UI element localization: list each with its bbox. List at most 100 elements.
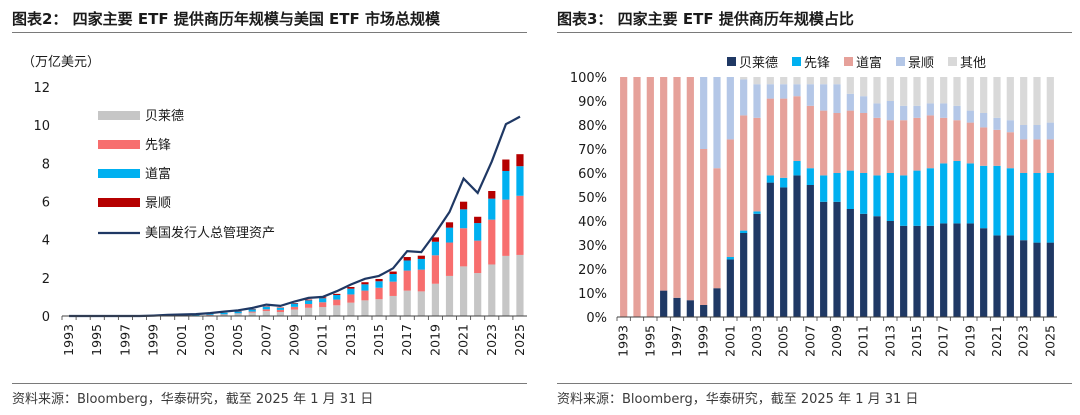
bar-贝莱德-2016 <box>926 225 934 317</box>
x-tick-label-1997: 1997 <box>669 325 684 357</box>
y-tick-label-100pct: 100% <box>570 71 607 86</box>
bar-景顺-2002 <box>740 79 748 116</box>
legend-swatch-其他 <box>948 57 957 66</box>
x-tick-label-2021: 2021 <box>989 325 1004 357</box>
bar-先锋-2006 <box>248 311 256 313</box>
bar-道富-2015 <box>375 281 383 288</box>
bar-道富-2005 <box>234 311 242 314</box>
x-tick-label-1995: 1995 <box>642 325 657 357</box>
x-tick-label-2005: 2005 <box>776 325 791 357</box>
stacked-percent-chart-right: 0% 10% 20% 30% 40% 50% 60% 70% 80% 90% 100% 1993 199… <box>570 55 1058 357</box>
bar-其他-2005 <box>780 77 788 85</box>
bar-景顺-2022 <box>474 216 482 224</box>
bar-景顺-2004 <box>766 84 774 99</box>
bar-景顺-1999 <box>700 77 708 149</box>
bar-先锋-2020 <box>445 242 454 276</box>
bar-道富-2022 <box>1006 132 1014 169</box>
x-tick-label-2015: 2015 <box>371 324 386 356</box>
bar-道富-2003 <box>753 117 761 212</box>
x-tick-label-2011: 2011 <box>315 324 330 356</box>
x-tick-label-2023: 2023 <box>1016 325 1031 357</box>
bar-道富-2022 <box>474 223 482 241</box>
bar-先锋-2014 <box>361 290 369 301</box>
bar-道富-2008 <box>276 307 285 310</box>
bar-贝莱德-2007 <box>262 311 270 316</box>
bar-先锋-2010 <box>304 303 313 308</box>
bar-其他-2006 <box>793 77 801 85</box>
y-axis-unit-label: （万亿美元） <box>22 55 100 70</box>
bar-先锋-2002 <box>740 230 748 233</box>
bar-先锋-2010 <box>846 170 854 209</box>
x-tick-label-2009: 2009 <box>287 324 302 356</box>
bar-先锋-2017 <box>940 163 948 224</box>
bar-道富-2019 <box>966 122 974 164</box>
bar-贝莱德-2001 <box>726 259 734 317</box>
bar-景顺-2012 <box>333 293 341 296</box>
bar-先锋-2024 <box>1033 173 1041 243</box>
source-rule-left <box>12 383 527 384</box>
bar-道富-2017 <box>940 117 948 164</box>
bar-贝莱德-2017 <box>403 290 411 316</box>
bar-道富-2009 <box>833 113 841 173</box>
bar-景顺-2010 <box>846 93 854 111</box>
bar-景顺-2017 <box>940 103 948 118</box>
bar-景顺-2023 <box>488 191 496 199</box>
bar-贝莱德-2019 <box>966 223 974 317</box>
bar-其他-2008 <box>820 77 828 85</box>
bar-景顺-2024 <box>1033 125 1041 140</box>
bar-先锋-2018 <box>417 269 425 292</box>
bar-先锋-2021 <box>459 228 468 267</box>
legend-label-贝莱德: 贝莱德 <box>739 56 778 71</box>
bar-先锋-2012 <box>873 175 881 217</box>
bar-道富-2015 <box>913 117 921 171</box>
bar-道富-2018 <box>953 120 961 161</box>
bar-道富-2023 <box>488 198 496 220</box>
bar-其他-2002 <box>740 77 748 80</box>
bar-贝莱德-2021 <box>459 266 468 316</box>
bar-贝莱德-2023 <box>1020 240 1028 317</box>
bar-其他-2022 <box>1006 77 1014 121</box>
chart-panel-right: 图表3： 四家主要 ETF 提供商历年规模占比 0% 10% 20% 30% 40% 50… <box>545 0 1080 415</box>
x-tick-label-2003: 2003 <box>749 325 764 357</box>
bar-景顺-2015 <box>913 105 921 118</box>
bar-先锋-2023 <box>1020 173 1028 241</box>
bar-道富-2006 <box>793 96 801 161</box>
x-tick-label-2013: 2013 <box>343 324 358 356</box>
y-tick-label-50pct: 50% <box>578 191 607 206</box>
bar-先锋-2008 <box>276 309 285 312</box>
title-rule-right <box>557 32 1072 33</box>
bar-先锋-2015 <box>375 287 383 300</box>
bar-先锋-2024 <box>502 199 510 256</box>
bar-道富-2004 <box>766 98 774 176</box>
bar-贝莱德-2024 <box>1033 242 1041 317</box>
bar-贝莱德-2022 <box>474 273 482 316</box>
bar-景顺-2005 <box>780 84 788 99</box>
bar-道富-1998 <box>686 77 694 301</box>
bar-先锋-2004 <box>766 175 774 183</box>
bar-景顺-2021 <box>993 117 1001 130</box>
y-tick-label-30pct: 30% <box>578 239 607 254</box>
y-tick-label-8: 8 <box>42 157 50 172</box>
bar-先锋-2009 <box>833 173 841 202</box>
bar-道富-2024 <box>1033 139 1041 173</box>
legend-label-先锋: 先锋 <box>145 138 171 153</box>
bar-其他-2018 <box>953 77 961 106</box>
bar-道富-2020 <box>445 227 454 243</box>
bar-先锋-2003 <box>753 211 761 214</box>
x-tick-label-2015: 2015 <box>909 325 924 357</box>
bar-其他-2003 <box>753 77 761 85</box>
bar-贝莱德-2000 <box>713 288 721 317</box>
bar-贝莱德-2007 <box>806 185 814 317</box>
bar-贝莱德-2023 <box>488 264 496 316</box>
legend-label-美国发行人总管理资产: 美国发行人总管理资产 <box>145 225 275 241</box>
x-tick-label-2019: 2019 <box>962 325 977 357</box>
bar-景顺-2000 <box>713 77 721 169</box>
y-tick-label-0pct: 0% <box>586 311 607 326</box>
y-tick-label-12: 12 <box>33 81 50 96</box>
bar-贝莱德-2014 <box>361 300 369 316</box>
bar-先锋-2018 <box>953 161 961 224</box>
bar-贝莱德-2011 <box>319 307 327 316</box>
bar-先锋-2025 <box>516 195 524 255</box>
bar-贝莱德-2017 <box>940 223 948 317</box>
x-tick-label-1995: 1995 <box>89 324 104 356</box>
